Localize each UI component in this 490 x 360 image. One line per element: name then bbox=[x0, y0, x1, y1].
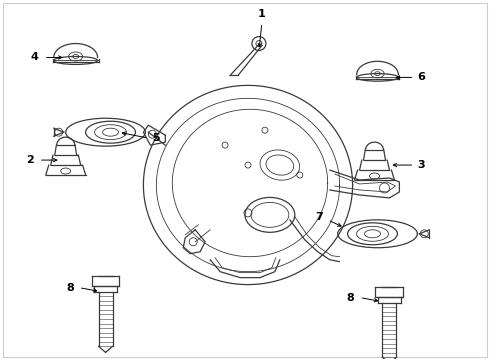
Text: 5: 5 bbox=[152, 133, 160, 143]
Text: 4: 4 bbox=[31, 53, 39, 63]
Text: 8: 8 bbox=[347, 293, 355, 302]
Text: 2: 2 bbox=[26, 155, 34, 165]
Text: 3: 3 bbox=[417, 160, 425, 170]
Text: 6: 6 bbox=[417, 72, 425, 82]
Text: 8: 8 bbox=[66, 283, 74, 293]
Text: 7: 7 bbox=[315, 212, 323, 222]
Text: 1: 1 bbox=[258, 9, 266, 19]
